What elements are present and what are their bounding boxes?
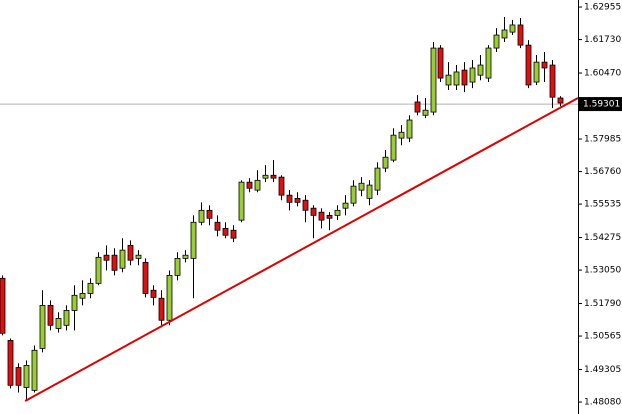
candle-body xyxy=(158,297,165,321)
candle-body xyxy=(326,214,333,219)
candle-body xyxy=(350,185,357,204)
candle-body xyxy=(366,184,373,199)
y-tick-label: 1.60470 xyxy=(584,69,621,79)
candle-body xyxy=(79,293,86,299)
candle-body xyxy=(31,349,38,391)
candle-body xyxy=(246,181,253,189)
current-price-box xyxy=(578,97,622,112)
candle-body xyxy=(445,74,452,86)
candle-body xyxy=(461,69,468,86)
candle-body xyxy=(119,249,126,269)
candle-body xyxy=(453,71,460,86)
candle-body xyxy=(23,365,30,388)
candle-body xyxy=(477,64,484,76)
candle-body xyxy=(541,61,548,69)
candle-body xyxy=(501,29,508,39)
candle-body xyxy=(174,257,181,276)
candle-body xyxy=(422,109,429,116)
candle-body xyxy=(294,197,301,203)
candle-body xyxy=(142,261,149,294)
y-tick-label: 1.61730 xyxy=(584,35,621,45)
candle-body xyxy=(310,207,317,216)
candle-body xyxy=(230,229,237,239)
candle-body xyxy=(334,209,341,216)
candle-body xyxy=(374,167,381,191)
candle-body xyxy=(15,367,22,386)
candle-body xyxy=(549,64,556,98)
y-tick-label: 1.56760 xyxy=(584,167,621,177)
y-tick-label: 1.54275 xyxy=(584,233,621,243)
candle-body xyxy=(47,304,54,326)
candle-body xyxy=(190,221,197,259)
candle-body xyxy=(525,44,532,86)
y-tick-label: 1.53050 xyxy=(584,266,621,276)
candle-body xyxy=(198,209,205,223)
candle-body xyxy=(135,254,142,259)
candle-body xyxy=(302,199,309,211)
candle-body xyxy=(182,254,189,259)
candle-body xyxy=(214,221,221,231)
candle-body xyxy=(166,274,173,321)
candle-body xyxy=(71,294,78,311)
candle-body xyxy=(254,179,261,191)
y-tick-label: 1.51790 xyxy=(584,299,621,309)
candle-body xyxy=(111,254,118,271)
candle-body xyxy=(63,310,70,326)
candle-body xyxy=(437,47,444,79)
trendline xyxy=(24,97,579,402)
candle-body xyxy=(430,47,437,113)
candle-body xyxy=(55,318,62,329)
y-tick-label: 1.50565 xyxy=(584,332,621,342)
candle-body xyxy=(286,194,293,203)
candle-body xyxy=(0,277,6,334)
candle-body xyxy=(342,202,349,209)
candle-body xyxy=(238,181,245,221)
candle-body xyxy=(469,67,476,83)
candle-body xyxy=(87,282,94,294)
candle-body xyxy=(150,289,157,298)
current-price-label: 1.59301 xyxy=(583,100,620,110)
candle-body xyxy=(103,254,110,261)
candle-body xyxy=(406,119,413,139)
y-tick-label: 1.49305 xyxy=(584,365,621,375)
y-tick-label: 1.48080 xyxy=(584,398,621,408)
candle-body xyxy=(270,174,277,179)
candle-body xyxy=(358,182,365,191)
candle-body xyxy=(278,176,285,196)
candle-body xyxy=(390,134,397,161)
candle-body xyxy=(517,24,524,46)
candle-body xyxy=(262,174,269,179)
y-tick-label: 1.55535 xyxy=(584,200,621,210)
y-tick-label: 1.57985 xyxy=(584,135,621,145)
candle-body xyxy=(382,156,389,169)
candle-body xyxy=(414,101,421,113)
candle-body xyxy=(318,211,325,221)
candle-body xyxy=(485,47,492,79)
candle-body xyxy=(509,24,516,33)
candle-body xyxy=(398,131,405,139)
candle-body xyxy=(533,61,540,83)
candle-body xyxy=(7,340,14,386)
candle-body xyxy=(127,244,134,261)
candle-body xyxy=(557,97,564,104)
candle-body xyxy=(95,256,102,284)
candle-body xyxy=(222,227,229,236)
candle-body xyxy=(39,304,46,349)
candle-body xyxy=(493,34,500,49)
y-tick-label: 1.62955 xyxy=(584,3,621,13)
candle-body xyxy=(206,209,213,219)
